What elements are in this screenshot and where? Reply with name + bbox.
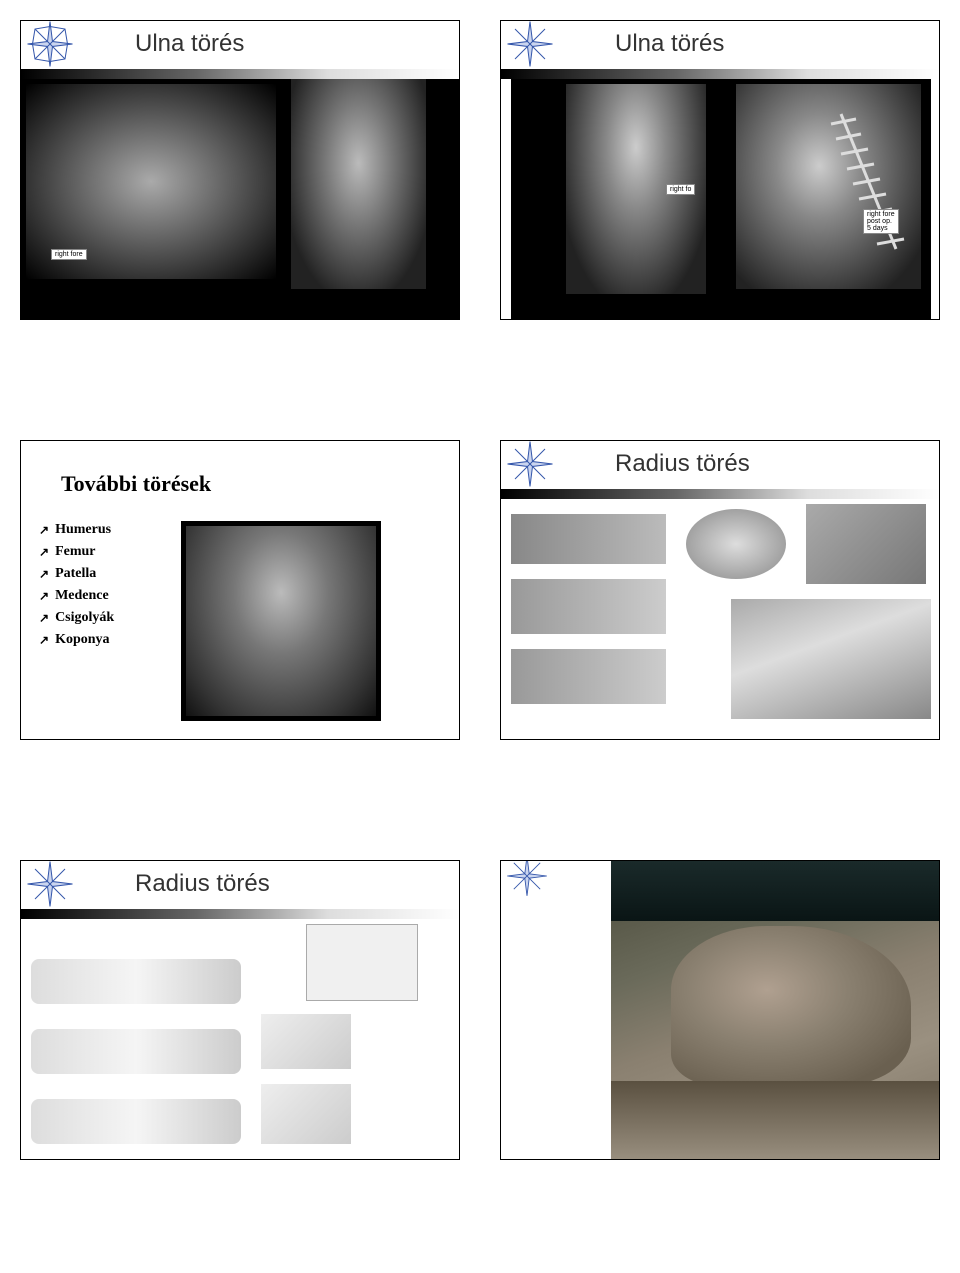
slide-radius-1: Radius törés [500, 440, 940, 740]
slide-title: Ulna törés [135, 30, 244, 58]
slide-title: Ulna törés [615, 30, 724, 58]
gradient-bar [501, 69, 939, 79]
slide-ulna-1: Ulna törés right fore [20, 20, 460, 320]
bullet-item: ↗ Medence [39, 588, 114, 604]
star-icon [25, 20, 75, 69]
gradient-bar [21, 69, 459, 79]
row-3: Radius törés [20, 860, 940, 1160]
diagram-image [731, 599, 931, 719]
slide-title: Radius törés [615, 450, 750, 478]
diagram-image [511, 649, 666, 704]
xray-panel: right fore [21, 79, 459, 319]
slide-body [501, 499, 939, 739]
diagram-image [31, 1099, 241, 1144]
diagram-image [306, 924, 418, 1001]
slide-title: Radius törés [135, 870, 270, 898]
arrow-icon: ↗ [39, 611, 49, 626]
slide-header: Radius törés [501, 441, 939, 487]
star-icon [505, 440, 555, 489]
arrow-icon: ↗ [39, 633, 49, 648]
slide-body [21, 919, 459, 1159]
bullet-item: ↗ Koponya [39, 632, 114, 648]
photo-image [611, 861, 940, 1160]
star-icon [505, 20, 555, 69]
slide-title: További törések [61, 471, 459, 497]
xray-panel: right fo [511, 79, 931, 319]
page: Ulna törés right fore [20, 20, 940, 1160]
row-2: További törések ↗ Humerus ↗ Femur ↗ Patella… [20, 440, 940, 740]
arrow-icon: ↗ [39, 523, 49, 538]
plate-icon [801, 104, 911, 279]
slide-header: Ulna törés [21, 21, 459, 67]
slide-ulna-2: Ulna törés right fo [500, 20, 940, 320]
diagram-image [511, 514, 666, 564]
slide-header: Ulna törés [501, 21, 939, 67]
diagram-image [31, 1029, 241, 1074]
slide-body: right fo [501, 79, 939, 319]
arrow-icon: ↗ [39, 567, 49, 582]
slide-header: Radius törés [21, 861, 459, 907]
bullet-text: Femur [55, 544, 95, 560]
slide-tovabbi: További törések ↗ Humerus ↗ Femur ↗ Patella… [20, 440, 460, 740]
bullet-item: ↗ Csigolyák [39, 610, 114, 626]
slide-photo [500, 860, 940, 1160]
diagram-image [806, 504, 926, 584]
slide-radius-2: Radius törés [20, 860, 460, 1160]
bullet-text: Humerus [55, 522, 111, 538]
diagram-image [511, 579, 666, 634]
bullet-list: ↗ Humerus ↗ Femur ↗ Patella ↗ Medence ↗ Csigo… [39, 522, 114, 654]
bullet-text: Koponya [55, 632, 109, 648]
star-icon [25, 860, 75, 909]
diagram-image [261, 1014, 351, 1069]
xray-image [181, 521, 381, 721]
bullet-text: Medence [55, 588, 109, 604]
bullet-text: Patella [55, 566, 96, 582]
diagram-image [686, 509, 786, 579]
star-icon [505, 860, 549, 898]
arrow-icon: ↗ [39, 589, 49, 604]
row-1: Ulna törés right fore [20, 20, 940, 320]
gradient-bar [21, 909, 459, 919]
bullet-item: ↗ Femur [39, 544, 114, 560]
slide-body: right fore [21, 79, 459, 319]
bullet-text: Csigolyák [55, 610, 114, 626]
xray-image [291, 79, 426, 289]
xray-label: right fore post op. 5 days [863, 209, 899, 234]
bullet-item: ↗ Patella [39, 566, 114, 582]
bullet-item: ↗ Humerus [39, 522, 114, 538]
arrow-icon: ↗ [39, 545, 49, 560]
diagram-image [31, 959, 241, 1004]
xray-label: right fo [666, 184, 695, 195]
diagram-image [261, 1084, 351, 1144]
gradient-bar [501, 489, 939, 499]
xray-label: right fore [51, 249, 87, 260]
